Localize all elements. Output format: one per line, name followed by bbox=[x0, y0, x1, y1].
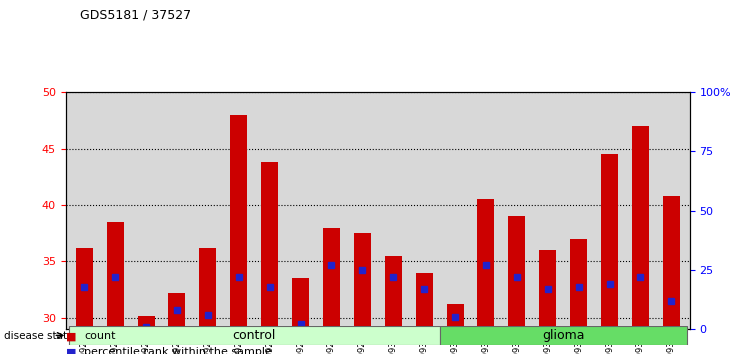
Text: ■: ■ bbox=[66, 347, 76, 354]
Bar bbox=[508, 216, 526, 329]
Text: count: count bbox=[84, 331, 115, 341]
Text: GDS5181 / 37527: GDS5181 / 37527 bbox=[80, 9, 191, 22]
Bar bbox=[539, 250, 556, 329]
Text: disease state: disease state bbox=[4, 331, 73, 341]
Bar bbox=[354, 233, 371, 329]
Bar bbox=[439, 326, 687, 345]
Bar bbox=[415, 273, 433, 329]
Text: ■: ■ bbox=[66, 331, 76, 341]
Bar bbox=[323, 228, 340, 329]
Text: percentile rank within the sample: percentile rank within the sample bbox=[84, 347, 272, 354]
Bar bbox=[477, 199, 494, 329]
Text: control: control bbox=[232, 329, 276, 342]
Bar bbox=[137, 316, 155, 329]
Bar bbox=[169, 293, 185, 329]
Text: glioma: glioma bbox=[542, 329, 585, 342]
Bar bbox=[69, 326, 439, 345]
Bar bbox=[447, 304, 464, 329]
Bar bbox=[570, 239, 587, 329]
Bar bbox=[632, 126, 649, 329]
Bar bbox=[199, 248, 216, 329]
Bar bbox=[261, 162, 278, 329]
Bar bbox=[230, 115, 247, 329]
Bar bbox=[663, 196, 680, 329]
Bar bbox=[292, 278, 309, 329]
Bar bbox=[76, 248, 93, 329]
Bar bbox=[385, 256, 402, 329]
Bar bbox=[107, 222, 123, 329]
Bar bbox=[601, 154, 618, 329]
